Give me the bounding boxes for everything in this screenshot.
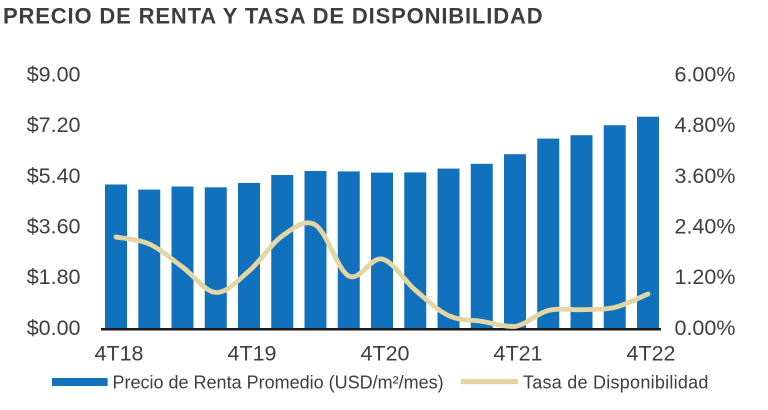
svg-text:4T21: 4T21 <box>493 342 542 366</box>
svg-text:$1.80: $1.80 <box>27 265 81 289</box>
svg-text:4T20: 4T20 <box>360 342 409 366</box>
svg-text:$0.00: $0.00 <box>27 316 81 340</box>
svg-text:PRECIO DE RENTA Y TASA DE DISP: PRECIO DE RENTA Y TASA DE DISPONIBILIDAD <box>3 3 543 28</box>
svg-text:Tasa de Disponibilidad: Tasa de Disponibilidad <box>523 372 709 392</box>
svg-text:4T22: 4T22 <box>626 342 675 366</box>
svg-text:$3.60: $3.60 <box>27 215 81 239</box>
svg-text:3.60%: 3.60% <box>675 164 736 188</box>
svg-text:4T18: 4T18 <box>94 342 143 366</box>
svg-text:2.40%: 2.40% <box>675 215 736 239</box>
svg-text:$9.00: $9.00 <box>27 62 81 86</box>
svg-text:4T19: 4T19 <box>227 342 276 366</box>
svg-text:1.20%: 1.20% <box>675 265 736 289</box>
svg-text:0.00%: 0.00% <box>675 316 736 340</box>
svg-text:$7.20: $7.20 <box>27 113 81 137</box>
svg-text:4.80%: 4.80% <box>675 113 736 137</box>
svg-text:6.00%: 6.00% <box>675 62 736 86</box>
svg-text:Precio de Renta Promedio (USD/: Precio de Renta Promedio (USD/m²/mes) <box>113 372 444 392</box>
svg-text:$5.40: $5.40 <box>27 164 81 188</box>
